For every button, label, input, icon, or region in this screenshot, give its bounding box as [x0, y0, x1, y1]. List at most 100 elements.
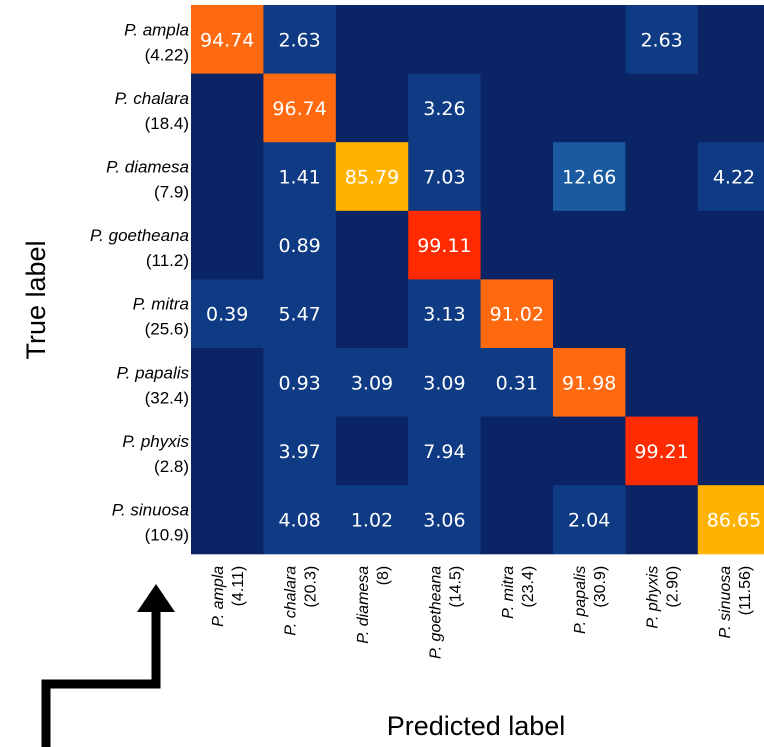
- row-label-name: P. mitra: [133, 295, 189, 314]
- heatmap-cell: [191, 348, 264, 418]
- arrow-head: [137, 584, 175, 612]
- cell-value-label: 99.21: [634, 441, 688, 463]
- heatmap-cell: [263, 485, 337, 555]
- column-label-name: P. mitra: [500, 566, 517, 619]
- heatmap-cell: [191, 210, 264, 280]
- heatmap-cell: [191, 279, 264, 349]
- heatmap-cell: [191, 73, 264, 143]
- heatmap-cell: [697, 348, 764, 418]
- row-tick-labels: P. ampla (4.22) P. chalara (18.4) P. diamesa…: [90, 20, 189, 544]
- heatmap-cell: [553, 142, 626, 212]
- column-label: P. ampla (4.11): [210, 566, 247, 627]
- heatmap-cell: [408, 5, 482, 75]
- heatmap-cell: [480, 142, 554, 212]
- cell-value-label: 94.74: [200, 29, 254, 51]
- column-label-count: (23.4): [520, 566, 537, 608]
- heatmap-cell: [553, 210, 626, 280]
- cell-value-label: 3.09: [423, 372, 465, 394]
- y-axis-title: True label: [21, 240, 51, 359]
- column-label-name: P. papalis: [572, 566, 589, 634]
- heatmap-cell: [191, 485, 264, 555]
- cell-value-label: 2.63: [640, 29, 682, 51]
- row-label-name: P. goetheana: [90, 226, 189, 245]
- row-label-name: P. ampla: [124, 20, 189, 39]
- row-label-name: P. diamesa: [106, 158, 189, 177]
- cell-value-label: 91.02: [490, 304, 544, 326]
- heatmap-cell: [697, 73, 764, 143]
- heatmap-cell: [697, 485, 764, 555]
- heatmap-cell: [335, 142, 409, 212]
- row-label-count: (25.6): [145, 320, 189, 339]
- heatmap-cell: [553, 73, 626, 143]
- cell-value-label: 2.04: [568, 510, 610, 532]
- heatmap-cell: [263, 416, 337, 486]
- cell-value-label: 0.31: [496, 372, 538, 394]
- cell-value-label: 85.79: [345, 167, 399, 189]
- column-label-count: (4.11): [230, 566, 247, 607]
- column-label-count: (2.90): [665, 566, 682, 608]
- heatmap-cell: [625, 73, 699, 143]
- column-tick-labels: P. ampla (4.11) P. chalara (20.3) P. diamesa…: [210, 566, 754, 659]
- row-label-count: (32.4): [145, 388, 189, 407]
- column-label-count: (20.3): [303, 566, 320, 608]
- column-label-name: P. diamesa: [355, 566, 372, 644]
- column-label-count: (8): [375, 566, 392, 586]
- heatmap-cell: [480, 279, 554, 349]
- cell-value-label: 1.41: [278, 167, 320, 189]
- heatmap-cell: [697, 142, 764, 212]
- heatmap-cell: [697, 416, 764, 486]
- cell-value-label: 86.65: [707, 510, 761, 532]
- heatmap-cell: [335, 485, 409, 555]
- cell-value-label: 7.94: [423, 441, 465, 463]
- cell-value-label: 91.98: [562, 372, 616, 394]
- column-label: P. phyxis (2.90): [645, 566, 682, 629]
- cell-value-label: 7.03: [423, 167, 465, 189]
- heatmap-cell: [480, 416, 554, 486]
- cell-value-label: 3.97: [278, 441, 320, 463]
- heatmap-cell: [335, 348, 409, 418]
- row-label-count: (10.9): [145, 526, 189, 545]
- heatmap-cell: [408, 416, 482, 486]
- heatmap-cell: [625, 142, 699, 212]
- row-label-name: P. phyxis: [122, 432, 189, 451]
- heatmap-cell: [408, 348, 482, 418]
- column-label-count: (14.5): [447, 566, 464, 608]
- heatmap-cell: [263, 5, 337, 75]
- column-label-count: (30.9): [592, 566, 609, 608]
- row-label-name: P. chalara: [115, 89, 189, 108]
- column-label: P. diamesa (8): [355, 566, 392, 644]
- heatmap-cell: [480, 485, 554, 555]
- column-label-name: P. ampla: [210, 566, 227, 627]
- heatmap-cell: [625, 210, 699, 280]
- column-label: P. papalis (30.9): [572, 566, 609, 634]
- cell-value-label: 4.08: [278, 510, 320, 532]
- column-label-name: P. phyxis: [645, 566, 662, 629]
- heatmap-cell: [191, 416, 264, 486]
- heatmap-cell: [480, 73, 554, 143]
- heatmap-cell: [697, 210, 764, 280]
- cell-value-label: 5.47: [278, 304, 320, 326]
- heatmap-cell: [625, 348, 699, 418]
- heatmap-cell-labels: 94.74 2.63 2.63 96.74 3.26 1.41 85.79 7.03 12.66…: [200, 29, 761, 531]
- row-label-name: P. sinuosa: [112, 501, 189, 520]
- row-label-count: (4.22): [145, 45, 189, 64]
- row-label-count: (11.2): [146, 251, 189, 270]
- heatmap-cell: [625, 5, 699, 75]
- cell-value-label: 99.11: [417, 235, 471, 257]
- heatmap-cell: [335, 5, 409, 75]
- heatmap-cell: [191, 142, 264, 212]
- cell-value-label: 1.02: [351, 510, 393, 532]
- heatmap-cell: [408, 210, 482, 280]
- heatmap-cell: [553, 416, 626, 486]
- heatmap-cell: [697, 5, 764, 75]
- heatmap-cell: [553, 485, 626, 555]
- heatmap-cell: [553, 5, 626, 75]
- x-axis-title: Predicted label: [387, 711, 566, 741]
- cell-value-label: 4.22: [713, 167, 755, 189]
- heatmap-cell: [408, 142, 482, 212]
- row-label-count: (2.8): [154, 457, 189, 476]
- heatmap-cell: [408, 73, 482, 143]
- column-label: P. chalara (20.3): [283, 566, 320, 636]
- row-label-count: (7.9): [154, 183, 189, 202]
